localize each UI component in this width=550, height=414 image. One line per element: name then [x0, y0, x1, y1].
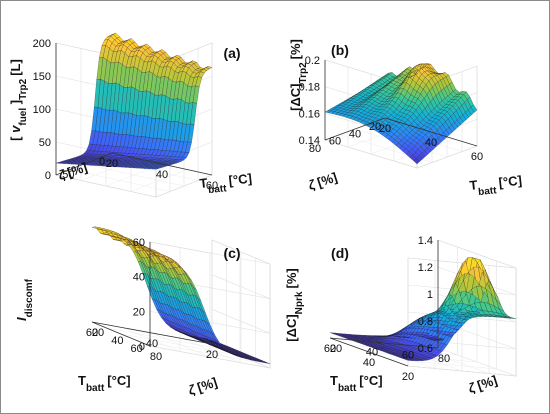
y-tick-label: 20: [369, 121, 381, 133]
z-tick-label: 40: [133, 272, 145, 284]
x-tick-label: 40: [156, 169, 168, 181]
z-tick-label: 0.2: [305, 55, 320, 67]
z-tick-label: 0.6: [418, 343, 433, 355]
x-tick-label: 60: [324, 343, 336, 355]
surface: [324, 63, 478, 165]
y-axis-title: ζ[%]: [56, 159, 89, 182]
y-tick-label: 80: [309, 143, 321, 155]
z-tick-label: 60: [133, 237, 145, 249]
axes: 20 40 60 0 50 0 50 100 150 200: [33, 38, 218, 192]
panel-label: (d): [331, 245, 349, 261]
y-tick-label: 20: [330, 343, 342, 355]
panel-label: (b): [331, 42, 349, 58]
z-tick-label: 1.4: [418, 235, 433, 247]
y-tick-label: 50: [62, 169, 74, 181]
x-tick-label: 60: [86, 327, 98, 339]
z-tick-label: 0.16: [299, 108, 320, 120]
z-tick-label: 0: [139, 341, 145, 353]
x-tick-label: 60: [206, 180, 218, 192]
x-axis-title: Tbatt[°C]: [199, 171, 253, 197]
z-tick-label: 1.2: [418, 262, 433, 274]
surface-patch: [262, 361, 271, 364]
surface: [91, 226, 271, 364]
surface-patch: [414, 359, 423, 361]
surface-patch: [413, 157, 420, 165]
axes: 20 40 60 20 40 60 800.14 0.16 0.18 0.2: [299, 55, 484, 163]
y-axis-line: [324, 117, 386, 141]
grid-line: [135, 339, 256, 363]
y-tick-label: 0: [99, 156, 105, 168]
y-tick-label: 20: [92, 327, 104, 339]
z-tick-label: 0.8: [418, 316, 433, 328]
surface-patch: [433, 339, 442, 341]
z-tick-label: 0: [45, 170, 51, 182]
z-tick-label: 100: [33, 104, 51, 116]
y-tick-label: 60: [402, 350, 414, 362]
y-axis-title: ζ[%]: [186, 374, 219, 397]
z-axis-title: [ΔC]Trp2[%]: [288, 39, 309, 111]
x-tick-label: 40: [363, 357, 375, 369]
z-tick-label: 0.14: [299, 135, 320, 147]
grid-line: [120, 333, 242, 357]
panel-walls: [91, 239, 271, 369]
panel-label: (a): [223, 45, 240, 61]
x-tick-label: 20: [106, 158, 118, 170]
y-tick-label: 60: [329, 136, 341, 148]
y-tick-label: 60: [131, 343, 143, 355]
panel-label: (c): [223, 245, 240, 261]
z-tick-label: 50: [39, 137, 51, 149]
x-tick-label: 40: [425, 137, 437, 149]
x-tick-label: 40: [146, 338, 158, 350]
x-axis-title: Tbatt[°C]: [78, 373, 131, 394]
x-axis-line: [111, 152, 213, 176]
y-tick-label: 80: [438, 353, 450, 365]
y-axis-line: [55, 152, 113, 176]
x-axis-line: [384, 117, 478, 147]
z-axis-title: Idiscomf: [14, 278, 35, 321]
panel-d: 60 40 20 20 40 60 80 0.6 0.8 1 1.2 1.4 (d) Tbatt [°C] ζ…: [284, 235, 517, 396]
x-tick-label: 20: [206, 349, 218, 361]
x-tick-label: 60: [471, 151, 483, 163]
y-tick-label: 40: [111, 335, 123, 347]
grid-line: [130, 169, 188, 192]
z-tick-label: 20: [133, 306, 145, 318]
surface-patch: [508, 317, 517, 319]
x-axis-title: Tbatt[°C]: [330, 373, 383, 394]
grid-line: [181, 338, 241, 363]
y-tick-label: 40: [349, 128, 361, 140]
z-tick-label: 200: [33, 38, 51, 50]
y-tick-label: 40: [366, 346, 378, 358]
grid-line: [83, 163, 185, 187]
z-tick-label: 0.18: [299, 82, 320, 94]
z-axis-title: [ΔC]Nprk[%]: [284, 268, 305, 341]
z-tick-label: 1: [427, 289, 433, 301]
x-axis-title: Tbatt[°C]: [469, 173, 523, 199]
surface: [329, 257, 517, 361]
y-axis-title: ζ[%]: [306, 169, 339, 192]
y-tick-label: 80: [150, 351, 162, 363]
surface-patch: [152, 168, 159, 170]
surface: [55, 32, 213, 170]
x-axis-line: [329, 337, 409, 367]
x-axis-line: [91, 321, 213, 345]
x-tick-label: 20: [379, 123, 391, 135]
y-axis-line: [329, 337, 439, 349]
panel-a: 20 40 60 0 50 0 50 100 150 200 (a) Tbatt[°C] ζ[%] [ v…: [8, 32, 253, 198]
axes: 60 40 20 20 40 60 80 0.6 0.8 1 1.2 1.4: [324, 235, 450, 383]
grid-line: [69, 169, 171, 192]
grid-line: [388, 358, 497, 370]
y-axis-title: ζ[%]: [466, 372, 499, 395]
x-tick-label: 20: [402, 371, 414, 383]
z-tick-label: 150: [33, 71, 51, 83]
panel-b: 20 40 60 20 40 60 800.14 0.16 0.18 0.2 (b) Tbatt[°C…: [288, 39, 523, 199]
z-axis-title: [ vfuel ]Trp2[L]: [8, 59, 29, 141]
y-axis-line: [91, 321, 151, 347]
